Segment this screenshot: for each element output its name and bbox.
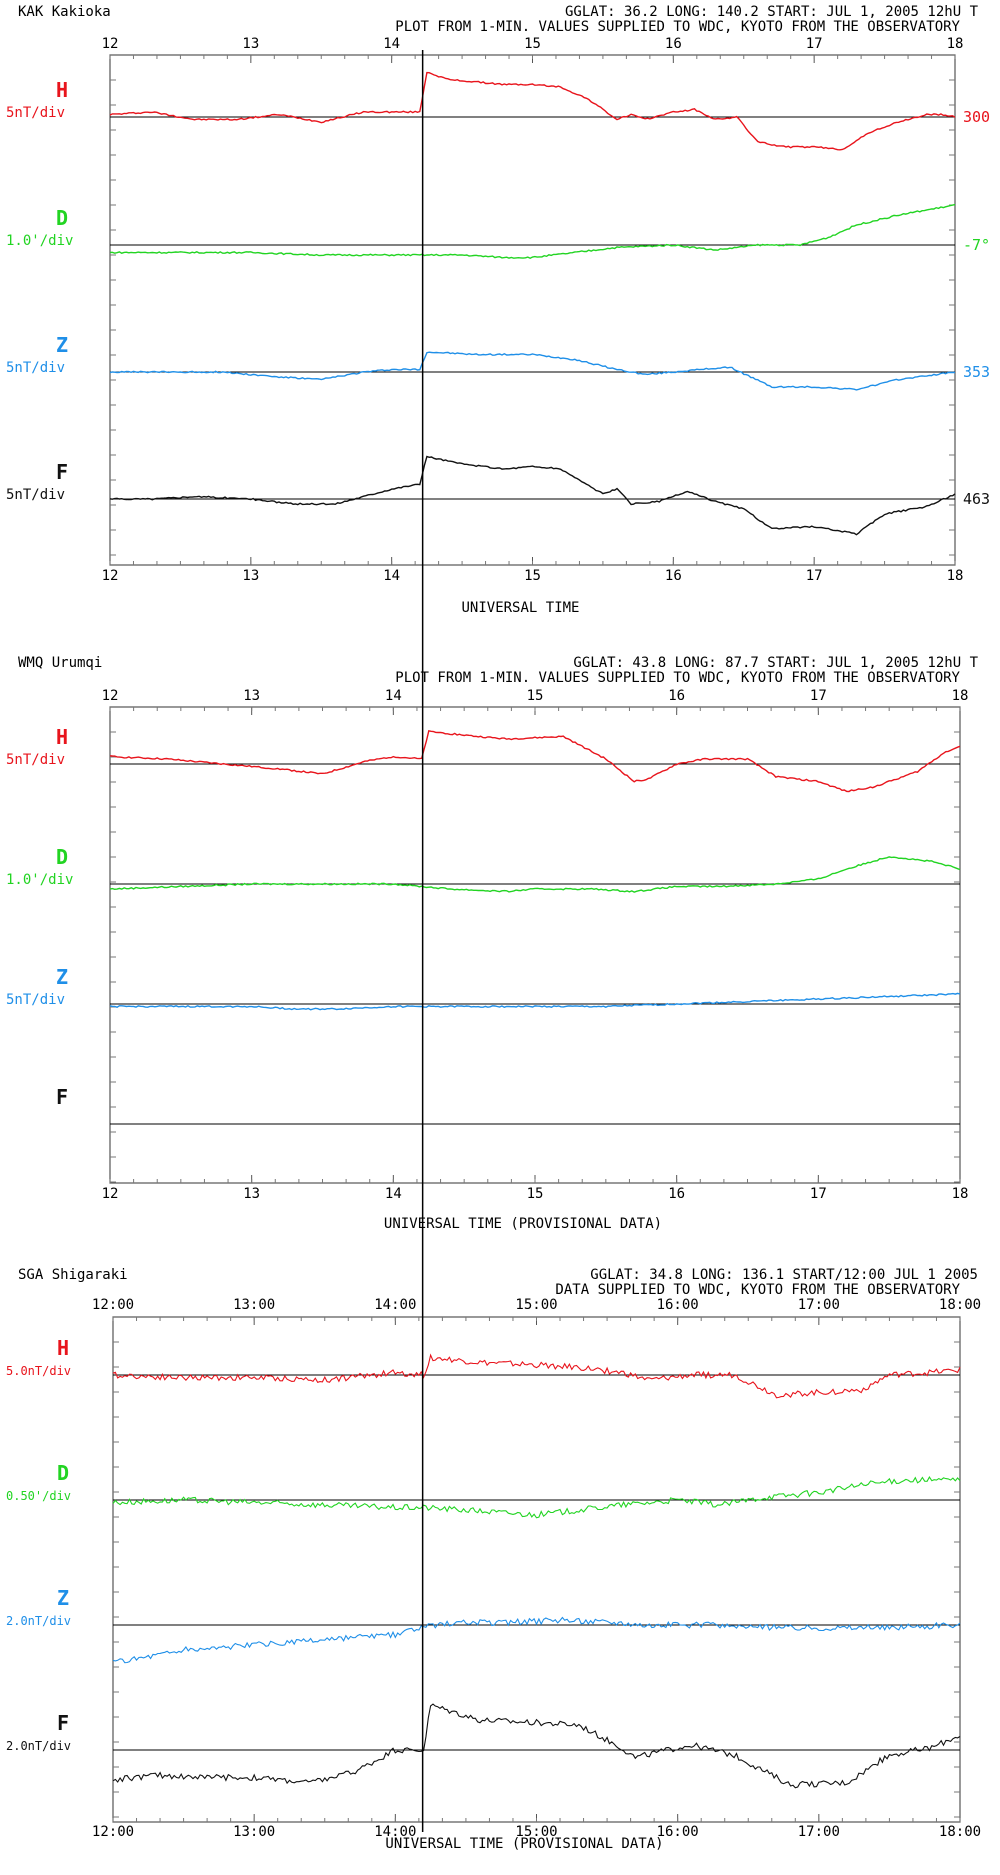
trace-D: [109, 856, 961, 893]
top-tick-label: 14: [383, 36, 400, 52]
bottom-tick-label: 17: [810, 1186, 827, 1202]
top-tick-label: 17: [810, 688, 827, 704]
trace-H: [109, 729, 961, 793]
scale-label-H: 5nT/div: [6, 752, 65, 768]
scale-label-D: 0.50'/div: [6, 1489, 71, 1503]
top-tick-label: 12: [102, 36, 119, 52]
component-label-H: H: [56, 725, 68, 749]
trace-F: [109, 455, 956, 536]
bottom-tick-label: 14:00: [374, 1824, 416, 1840]
scale-label-Z: 5nT/div: [6, 992, 65, 1008]
plot-frame: [109, 54, 956, 566]
top-tick-label: 18: [947, 36, 964, 52]
trace-Z: [109, 992, 961, 1011]
baseline-value-D: -7°: [963, 236, 990, 254]
component-label-H: H: [56, 78, 68, 102]
component-label-F: F: [56, 460, 68, 484]
trace-F: [112, 1703, 961, 1789]
top-tick-label: 12: [102, 688, 119, 704]
trace-Z: [109, 351, 955, 391]
trace-H: [109, 71, 956, 151]
bottom-tick-label: 13: [243, 1186, 260, 1202]
trace-Z: [112, 1616, 961, 1664]
top-tick-label: 15: [527, 688, 544, 704]
component-label-H: H: [57, 1336, 69, 1360]
station-name: SGA Shigaraki: [18, 1267, 128, 1283]
panel-kak: KAK Kakioka GGLAT: 36.2 LONG: 140.2 START…: [6, 4, 990, 616]
data-source-note: PLOT FROM 1-MIN. VALUES SUPPLIED TO WDC,…: [395, 670, 960, 686]
bottom-tick-label: 15: [524, 568, 541, 584]
component-label-Z: Z: [56, 333, 68, 357]
panel-wmq: WMQ Urumqi GGLAT: 43.8 LONG: 87.7 START: …: [6, 655, 979, 1232]
component-label-D: D: [56, 845, 68, 869]
scale-label-H: 5.0nT/div: [6, 1364, 71, 1378]
bottom-tick-label: 15:00: [515, 1824, 557, 1840]
bottom-tick-label: 16: [665, 568, 682, 584]
data-source-note: PLOT FROM 1-MIN. VALUES SUPPLIED TO WDC,…: [395, 19, 960, 35]
trace-H: [112, 1353, 961, 1399]
top-tick-label: 15: [524, 36, 541, 52]
bottom-tick-label: 14: [385, 1186, 402, 1202]
top-tick-label: 18: [952, 688, 969, 704]
bottom-tick-label: 12: [102, 1186, 119, 1202]
data-source-note: DATA SUPPLIED TO WDC, KYOTO FROM THE OBS…: [555, 1282, 960, 1298]
scale-label-Z: 5nT/div: [6, 360, 65, 376]
bottom-tick-label: 18:00: [939, 1824, 981, 1840]
top-tick-label: 13: [242, 36, 259, 52]
bottom-tick-label: 12:00: [92, 1824, 134, 1840]
plot-frame: [109, 706, 961, 1184]
station-name: KAK Kakioka: [18, 4, 111, 20]
x-axis-label: UNIVERSAL TIME (PROVISIONAL DATA): [384, 1216, 662, 1232]
component-label-Z: Z: [56, 965, 68, 989]
component-label-D: D: [56, 206, 68, 230]
component-label-F: F: [56, 1085, 68, 1109]
x-axis-label: UNIVERSAL TIME (PROVISIONAL DATA): [385, 1836, 663, 1852]
panel-sga: SGA Shigaraki GGLAT: 34.8 LONG: 136.1 STA…: [6, 1267, 981, 1852]
scale-label-D: 1.0'/div: [6, 872, 73, 888]
baseline-value-H: 300: [963, 108, 990, 126]
baseline-value-F: 463: [963, 490, 990, 508]
top-tick-label: 17:00: [798, 1297, 840, 1313]
bottom-tick-label: 12: [102, 568, 119, 584]
station-info: GGLAT: 43.8 LONG: 87.7 START: JUL 1, 200…: [573, 655, 978, 671]
bottom-tick-label: 14: [383, 568, 400, 584]
bottom-tick-label: 13: [242, 568, 259, 584]
top-tick-label: 18:00: [939, 1297, 981, 1313]
station-info: GGLAT: 34.8 LONG: 136.1 START/12:00 JUL …: [590, 1267, 978, 1283]
baseline-value-Z: 353: [963, 363, 990, 381]
top-tick-label: 12:00: [92, 1297, 134, 1313]
top-tick-label: 15:00: [515, 1297, 557, 1313]
trace-D: [109, 203, 956, 259]
scale-label-D: 1.0'/div: [6, 233, 73, 249]
component-label-Z: Z: [57, 1586, 69, 1610]
bottom-tick-label: 16: [668, 1186, 685, 1202]
x-axis-label: UNIVERSAL TIME: [461, 600, 579, 616]
scale-label-Z: 2.0nT/div: [6, 1614, 71, 1628]
trace-D: [112, 1476, 961, 1519]
component-label-D: D: [57, 1461, 69, 1485]
bottom-tick-label: 18: [947, 568, 964, 584]
bottom-tick-label: 13:00: [233, 1824, 275, 1840]
station-name: WMQ Urumqi: [18, 655, 102, 671]
top-tick-label: 14:00: [374, 1297, 416, 1313]
station-info: GGLAT: 36.2 LONG: 140.2 START: JUL 1, 20…: [565, 4, 979, 20]
top-tick-label: 13:00: [233, 1297, 275, 1313]
top-tick-label: 16: [665, 36, 682, 52]
top-tick-label: 16: [668, 688, 685, 704]
bottom-tick-label: 18: [952, 1186, 969, 1202]
top-tick-label: 16:00: [657, 1297, 699, 1313]
top-tick-label: 17: [806, 36, 823, 52]
top-tick-label: 13: [243, 688, 260, 704]
bottom-tick-label: 16:00: [657, 1824, 699, 1840]
plot-frame: [112, 1316, 961, 1823]
scale-label-F: 5nT/div: [6, 487, 65, 503]
scale-label-H: 5nT/div: [6, 105, 65, 121]
scale-label-F: 2.0nT/div: [6, 1739, 71, 1753]
bottom-tick-label: 17:00: [798, 1824, 840, 1840]
bottom-tick-label: 15: [527, 1186, 544, 1202]
top-tick-label: 14: [385, 688, 402, 704]
component-label-F: F: [57, 1711, 69, 1735]
bottom-tick-label: 17: [806, 568, 823, 584]
